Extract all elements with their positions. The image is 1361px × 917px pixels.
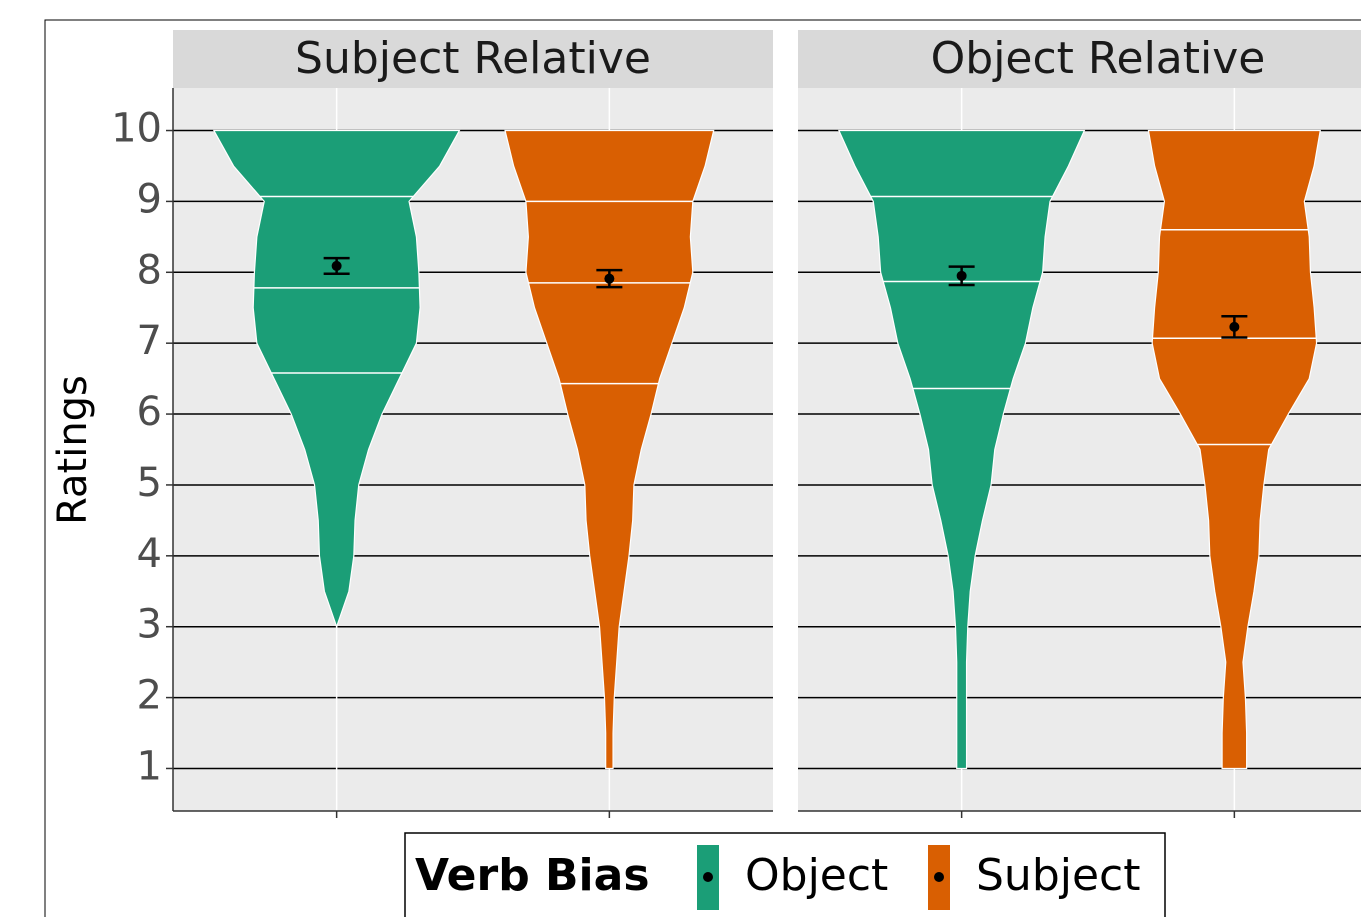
legend-box: [404, 832, 1166, 917]
strip-background: [798, 30, 1361, 88]
y-axis-label: Ratings: [50, 375, 96, 525]
y-tick-label: 4: [137, 531, 162, 577]
y-tick-label: 8: [137, 247, 162, 293]
violin: [504, 129, 715, 770]
legend-label: Object: [745, 850, 888, 901]
legend-key-point: [934, 872, 944, 882]
legend-label: Subject: [976, 850, 1140, 901]
mean-point: [956, 270, 967, 281]
strip-title: Subject Relative: [295, 33, 651, 84]
mean-point: [1229, 321, 1240, 332]
y-tick-label: 7: [137, 318, 162, 364]
y-tick-label: 2: [137, 673, 162, 719]
facet: Object Relative: [798, 30, 1361, 818]
y-tick-label: 6: [137, 389, 162, 435]
strip-background: [173, 30, 773, 88]
violin: [212, 129, 461, 629]
legend-title: Verb Bias: [415, 850, 650, 901]
violin: [837, 129, 1086, 770]
y-tick-label: 3: [137, 602, 162, 648]
strip-title: Object Relative: [931, 33, 1266, 84]
y-tick-label: 1: [137, 743, 162, 789]
plot-border: [44, 19, 1361, 917]
y-tick-label: 9: [137, 176, 162, 222]
facet: Subject Relative: [173, 30, 773, 818]
legend-key-point: [703, 872, 713, 882]
y-tick-label: 5: [137, 460, 162, 506]
mean-point: [604, 273, 615, 284]
y-tick-label: 10: [111, 106, 162, 152]
mean-point: [331, 260, 342, 271]
violin: [1147, 129, 1321, 770]
